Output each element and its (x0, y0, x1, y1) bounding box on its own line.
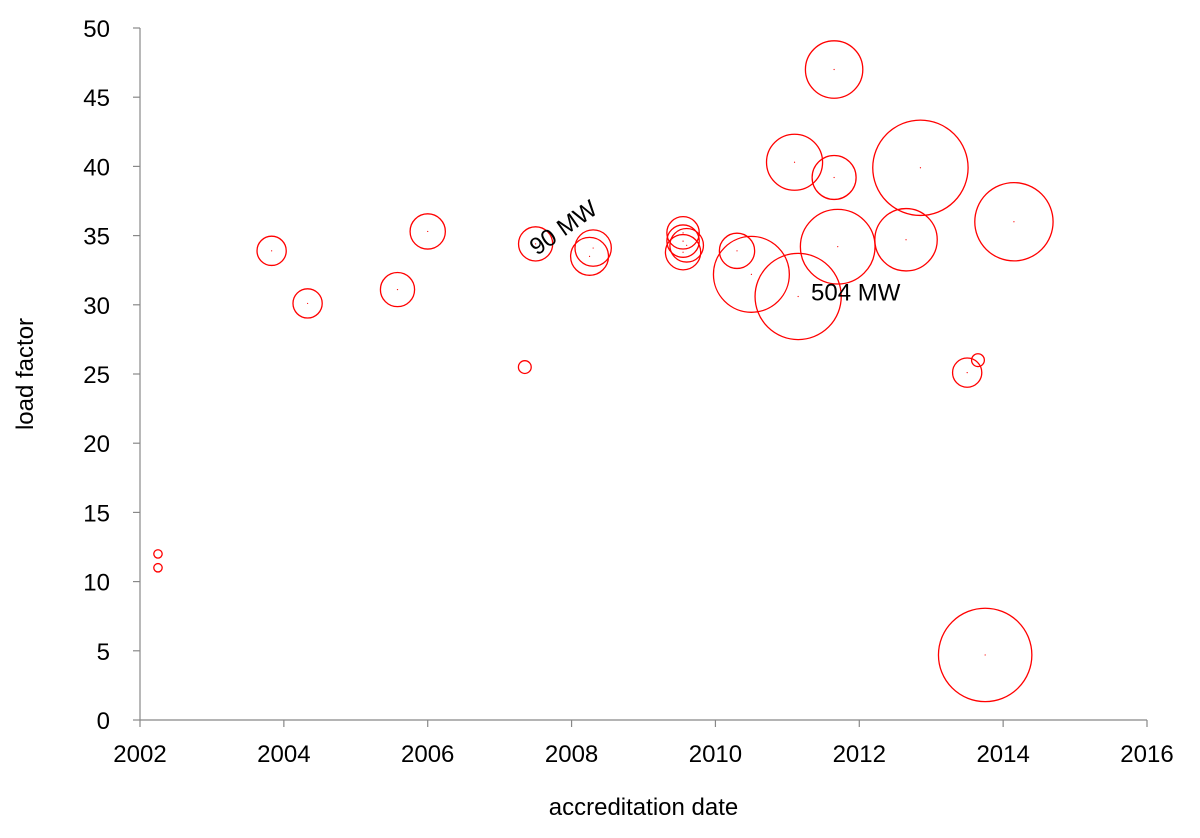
bubble-center (686, 244, 688, 246)
bubble-point (153, 562, 163, 573)
bubble-center (750, 273, 752, 275)
x-tick-label: 2006 (401, 741, 454, 768)
bubble-point (664, 233, 702, 271)
bubble-center (682, 232, 684, 234)
bubble-point (666, 224, 700, 258)
bubble-point (666, 215, 700, 250)
bubble-center (682, 251, 684, 253)
bubble-point (256, 235, 287, 267)
bubble-center (271, 250, 273, 252)
x-axis-title: accreditation date (549, 794, 738, 821)
annotation-label: 90 MW (525, 195, 603, 261)
bubble-point (754, 252, 842, 341)
bubble-center (833, 176, 835, 179)
bubble-center (905, 239, 907, 241)
bubble-point (718, 232, 756, 270)
x-tick-label: 2016 (1120, 741, 1173, 768)
bubble-center (837, 246, 839, 248)
y-tick-label: 45 (83, 85, 110, 112)
y-tick-label: 15 (83, 500, 110, 527)
bubble-center (427, 230, 429, 233)
bubble-point (872, 119, 969, 217)
x-tick-label: 2014 (976, 741, 1029, 768)
bubble-point (574, 229, 612, 267)
bubble-center (535, 243, 537, 245)
bubble-center (396, 288, 399, 291)
bubble-center (919, 167, 922, 169)
bubble-point (765, 133, 824, 191)
bubble-center (984, 654, 986, 656)
x-tick-label: 2008 (545, 741, 598, 768)
bubble-point (517, 360, 532, 375)
bubble-point (669, 227, 705, 263)
y-tick-label: 25 (83, 362, 110, 389)
y-axis-ticks: 0 5 10 15 20 25 30 35 40 45 50 (83, 16, 140, 735)
bubble-point (974, 181, 1054, 262)
bubble-point (517, 226, 554, 262)
annotation-label: 504 MW (811, 280, 901, 307)
x-tick-label: 2012 (833, 741, 886, 768)
y-tick-label: 35 (83, 224, 110, 251)
bubble-center (736, 250, 738, 252)
bubble-point (153, 549, 163, 559)
bubble-center (793, 161, 796, 163)
y-axis-title: load factor (12, 318, 39, 430)
x-tick-label: 2002 (113, 741, 166, 768)
bubble-center (592, 247, 594, 249)
x-tick-label: 2010 (689, 741, 742, 768)
bubble-center (682, 240, 684, 242)
bubble-center (966, 372, 968, 374)
bubble-point (970, 353, 986, 368)
bubble-point (409, 213, 446, 250)
bubble-point (379, 271, 416, 308)
bubble-center (833, 68, 835, 71)
bubble-center (588, 255, 591, 257)
bubble-point (712, 235, 790, 313)
y-tick-label: 10 (83, 570, 110, 597)
y-tick-label: 20 (83, 431, 110, 458)
bubble-point (569, 236, 610, 276)
bubble-point (951, 357, 983, 388)
y-tick-label: 0 (97, 708, 110, 735)
annotations: 90 MW 504 MW (525, 195, 901, 307)
y-tick-label: 40 (83, 154, 110, 181)
bubble-point (937, 607, 1033, 703)
bubble-point (292, 288, 323, 319)
bubble-point (804, 40, 864, 99)
y-tick-label: 5 (97, 639, 110, 666)
y-tick-label: 50 (83, 16, 110, 43)
axes: 2002 2004 2006 2008 2010 2012 2014 2016 0 5 10 15 2… (83, 16, 1173, 768)
bubble-center (1013, 221, 1015, 223)
bubble-center (306, 302, 309, 305)
bubble-point (811, 154, 857, 201)
bubble-center (797, 295, 799, 298)
x-axis-ticks: 2002 2004 2006 2008 2010 2012 2014 2016 (113, 720, 1174, 768)
y-tick-label: 30 (83, 293, 110, 320)
bubble-point (874, 207, 938, 272)
x-tick-label: 2004 (257, 741, 310, 768)
bubbles-layer (153, 40, 1054, 703)
